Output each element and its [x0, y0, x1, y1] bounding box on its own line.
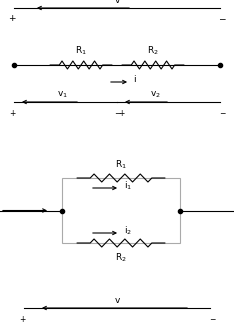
Text: −: −	[114, 109, 120, 118]
Text: +: +	[9, 109, 15, 118]
Text: +: +	[8, 14, 16, 23]
Text: R$_1$: R$_1$	[115, 159, 127, 171]
Text: i: i	[133, 76, 136, 85]
Text: −: −	[218, 14, 226, 23]
Text: +: +	[19, 315, 25, 324]
Text: R$_1$: R$_1$	[75, 45, 87, 57]
Text: i$_2$: i$_2$	[124, 225, 132, 237]
Text: −: −	[219, 109, 225, 118]
Text: v$_2$: v$_2$	[150, 90, 161, 100]
Text: R$_2$: R$_2$	[147, 45, 159, 57]
Text: −: −	[209, 315, 215, 324]
Text: +: +	[118, 109, 124, 118]
Text: v$_1$: v$_1$	[57, 90, 67, 100]
Text: i$_1$: i$_1$	[124, 180, 132, 192]
Text: v: v	[114, 0, 120, 5]
Text: R$_2$: R$_2$	[115, 251, 127, 263]
Text: v: v	[114, 296, 120, 305]
